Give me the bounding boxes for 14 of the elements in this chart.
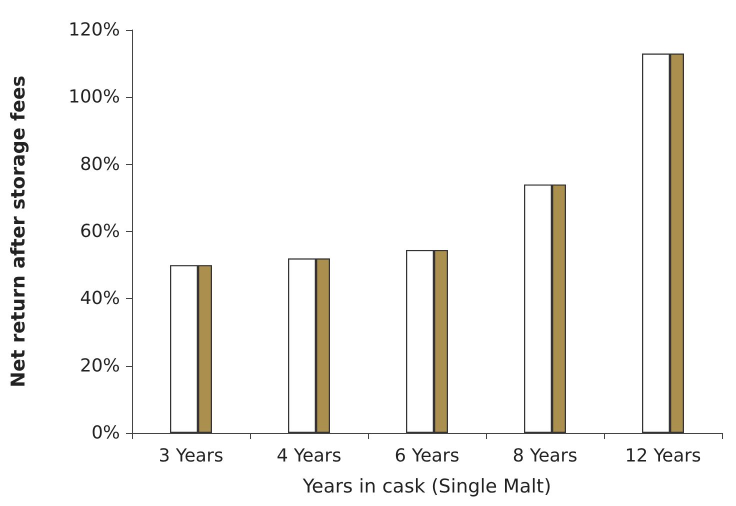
y-tick-label: 20% bbox=[80, 355, 120, 376]
y-tick-label: 120% bbox=[68, 20, 120, 40]
y-tick-label: 60% bbox=[80, 221, 120, 242]
x-tick-label: 3 Years bbox=[158, 446, 224, 466]
x-tick-label: 6 Years bbox=[394, 446, 460, 466]
y-tick-label: 40% bbox=[80, 288, 120, 310]
x-axis-title: Years in cask (Single Malt) bbox=[302, 476, 552, 498]
x-tick-label: 4 Years bbox=[276, 446, 342, 466]
y-tick-label: 100% bbox=[68, 86, 120, 108]
y-tick-label: 0% bbox=[91, 422, 120, 444]
x-tick-label: 8 Years bbox=[512, 446, 578, 466]
x-tick-label: 12 Years bbox=[624, 446, 702, 466]
y-tick-label: 80% bbox=[80, 154, 120, 175]
y-axis-title: Net return after storage fees bbox=[8, 76, 30, 388]
